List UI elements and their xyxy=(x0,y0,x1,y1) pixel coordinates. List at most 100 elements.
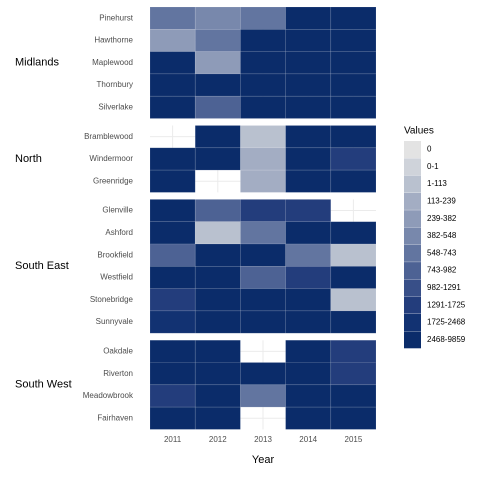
heat-cell xyxy=(285,28,332,52)
heat-cell xyxy=(285,243,332,267)
legend-swatch xyxy=(404,192,421,210)
legend-label: 982-1291 xyxy=(427,283,461,292)
legend-label: 382-548 xyxy=(427,231,457,240)
heat-cell xyxy=(240,125,286,149)
heat-cell xyxy=(194,265,241,289)
heat-cell xyxy=(285,95,332,119)
heat-cell xyxy=(285,6,332,30)
heat-cell xyxy=(149,221,196,245)
heat-cell xyxy=(240,221,286,245)
heat-cell xyxy=(285,265,332,289)
y-tick-label: Sunnyvale xyxy=(96,317,134,326)
heat-cell xyxy=(330,51,377,75)
legend-label: 113-239 xyxy=(427,197,456,206)
heat-cell xyxy=(285,199,332,222)
heat-cell xyxy=(240,384,286,408)
heat-cell xyxy=(194,51,241,75)
y-tick-label: Riverton xyxy=(103,369,133,378)
x-tick-label: 2015 xyxy=(345,435,363,444)
heat-cell xyxy=(285,406,332,430)
heat-cell xyxy=(285,221,332,245)
heat-cell xyxy=(240,288,286,312)
legend-swatch xyxy=(404,141,421,158)
heat-cell xyxy=(330,384,377,408)
x-axis-title: Year xyxy=(252,454,275,466)
x-tick-label: 2012 xyxy=(209,435,227,444)
legend-label: 2468-9859 xyxy=(427,335,466,344)
heat-cell xyxy=(240,95,286,119)
legend-swatch xyxy=(404,227,421,245)
heat-cell xyxy=(285,362,332,386)
y-tick-label: Glenville xyxy=(102,206,133,215)
heat-cell xyxy=(330,221,377,245)
heat-cell xyxy=(330,95,377,119)
heat-cell xyxy=(285,169,332,193)
heat-cell xyxy=(330,73,377,97)
legend-label: 239-382 xyxy=(427,214,457,223)
legend-swatch xyxy=(404,314,421,331)
heat-cell xyxy=(149,288,196,312)
facet-label: South East xyxy=(15,260,69,272)
heat-cell xyxy=(285,147,332,171)
heat-cell xyxy=(330,288,377,312)
y-tick-label: Westfield xyxy=(100,273,133,282)
legend-label: 743-982 xyxy=(427,266,457,275)
heat-cell xyxy=(149,406,196,430)
heat-cell xyxy=(285,288,332,312)
heat-cell xyxy=(285,125,332,149)
legend-swatch xyxy=(404,158,421,176)
heat-cell xyxy=(194,243,241,267)
heat-cell xyxy=(194,6,241,30)
legend-label: 1291-1725 xyxy=(427,300,466,309)
x-tick-label: 2013 xyxy=(254,435,272,444)
heat-cell xyxy=(330,28,377,52)
x-tick-label: 2011 xyxy=(164,435,182,444)
heat-cell xyxy=(330,362,377,386)
heat-cell xyxy=(240,51,286,75)
heat-cell xyxy=(149,6,196,30)
legend-label: 0-1 xyxy=(427,162,439,171)
y-tick-label: Silverlake xyxy=(98,102,133,111)
legend-label: 548-743 xyxy=(427,248,457,257)
heat-cell xyxy=(149,199,196,222)
legend-swatch xyxy=(404,262,421,280)
legend-title: Values xyxy=(404,126,434,137)
y-tick-label: Ashford xyxy=(105,228,133,237)
heat-cell xyxy=(285,384,332,408)
heat-cell xyxy=(149,51,196,75)
facet-label: North xyxy=(15,153,42,165)
heat-cell xyxy=(240,310,286,334)
heat-cell xyxy=(285,73,332,97)
y-tick-label: Brookfield xyxy=(97,250,133,259)
heat-cell xyxy=(194,125,241,149)
heat-cell xyxy=(330,147,377,171)
heat-cell xyxy=(285,339,332,363)
heat-cell xyxy=(330,6,377,30)
y-tick-label: Pinehurst xyxy=(99,13,134,22)
heat-cell xyxy=(240,73,286,97)
heat-cell xyxy=(330,265,377,289)
y-tick-label: Oakdale xyxy=(103,346,133,355)
heat-cell xyxy=(240,169,286,193)
heat-cell xyxy=(149,95,196,119)
heat-cell xyxy=(240,28,286,52)
facet-label: South West xyxy=(15,379,72,391)
heat-cell xyxy=(149,73,196,97)
legend-label: 0 xyxy=(427,145,432,154)
legend-swatch xyxy=(404,210,421,228)
heat-cell xyxy=(285,51,332,75)
heat-cell xyxy=(149,243,196,267)
legend-label: 1725-2468 xyxy=(427,318,466,327)
heat-cell xyxy=(285,310,332,334)
heat-cell xyxy=(194,406,241,430)
heat-cell xyxy=(240,199,286,222)
y-tick-label: Stonebridge xyxy=(90,295,134,304)
y-tick-label: Maplewood xyxy=(92,58,133,67)
heat-cell xyxy=(149,362,196,386)
heat-cell xyxy=(240,265,286,289)
heat-cell xyxy=(194,73,241,97)
heat-cell xyxy=(149,147,196,171)
heat-cell xyxy=(240,243,286,267)
y-tick-label: Greenridge xyxy=(93,176,134,185)
